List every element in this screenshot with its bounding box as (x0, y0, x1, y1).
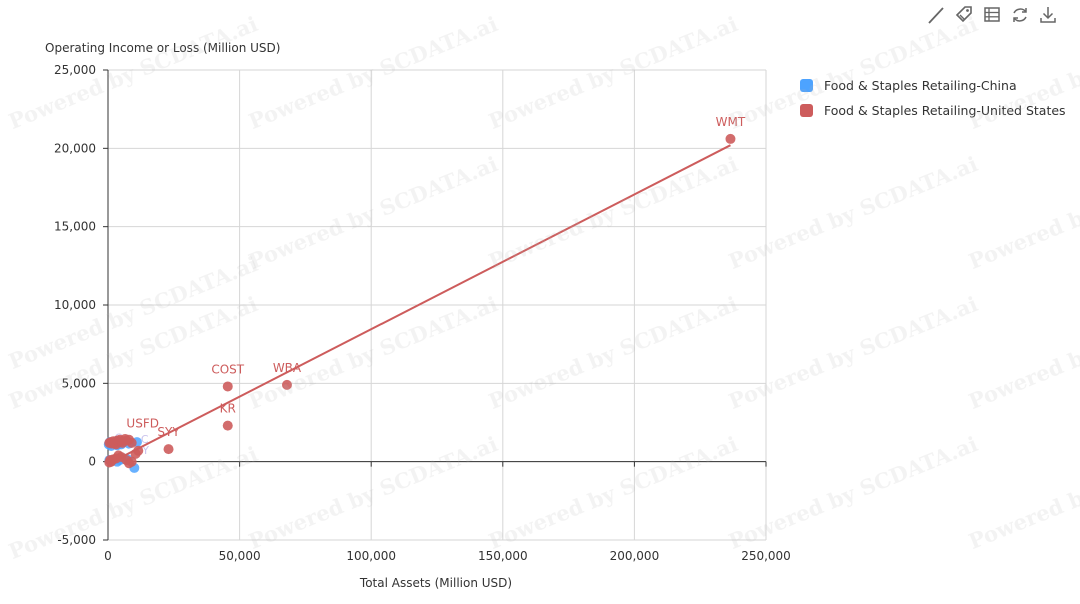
point-label: COST (211, 362, 244, 376)
legend-item-united-states[interactable]: Food & Staples Retailing-United States (800, 98, 1066, 123)
data-point-united-states (163, 444, 174, 455)
tag-icon[interactable] (954, 4, 974, 26)
chart-legend: Food & Staples Retailing-China Food & St… (800, 73, 1066, 123)
x-axis-title: Total Assets (Million USD) (359, 576, 512, 590)
faint-point-label: Y (141, 444, 149, 457)
legend-swatch-united-states (800, 104, 813, 117)
line-tool-icon[interactable] (926, 4, 946, 26)
data-point-united-states (281, 379, 292, 390)
x-tick-label: 0 (104, 549, 112, 563)
y-tick-label: 10,000 (54, 298, 96, 312)
legend-label-united-states: Food & Staples Retailing-United States (824, 103, 1066, 118)
download-icon[interactable] (1038, 4, 1058, 26)
data-point-united-states (725, 133, 736, 144)
y-tick-label: 15,000 (54, 220, 96, 234)
y-tick-label: 0 (88, 455, 96, 469)
x-tick-label: 50,000 (219, 549, 261, 563)
legend-item-china[interactable]: Food & Staples Retailing-China (800, 73, 1066, 98)
x-tick-label: 150,000 (478, 549, 528, 563)
data-point-united-states (126, 437, 137, 448)
y-tick-label: 25,000 (54, 63, 96, 77)
refresh-icon[interactable] (1010, 4, 1030, 26)
data-point-united-states (222, 420, 233, 431)
point-label: WBA (273, 361, 302, 375)
x-tick-label: 250,000 (741, 549, 791, 563)
point-label: WMT (716, 115, 746, 129)
y-tick-label: -5,000 (57, 533, 96, 547)
chart-toolbar (926, 4, 1058, 26)
y-axis-title: Operating Income or Loss (Million USD) (45, 41, 280, 55)
x-tick-label: 100,000 (346, 549, 396, 563)
x-tick-label: 200,000 (610, 549, 660, 563)
point-label: KR (220, 402, 236, 416)
legend-swatch-china (800, 79, 813, 92)
trendline-united-states (107, 144, 731, 465)
point-label: SYY (157, 425, 180, 439)
data-point-united-states (126, 456, 137, 467)
y-tick-label: 5,000 (62, 376, 96, 390)
data-point-united-states (222, 381, 233, 392)
faint-point-label: C (141, 433, 149, 446)
point-label: USFD (126, 417, 159, 431)
data-view-icon[interactable] (982, 4, 1002, 26)
legend-label-china: Food & Staples Retailing-China (824, 78, 1017, 93)
y-tick-label: 20,000 (54, 141, 96, 155)
